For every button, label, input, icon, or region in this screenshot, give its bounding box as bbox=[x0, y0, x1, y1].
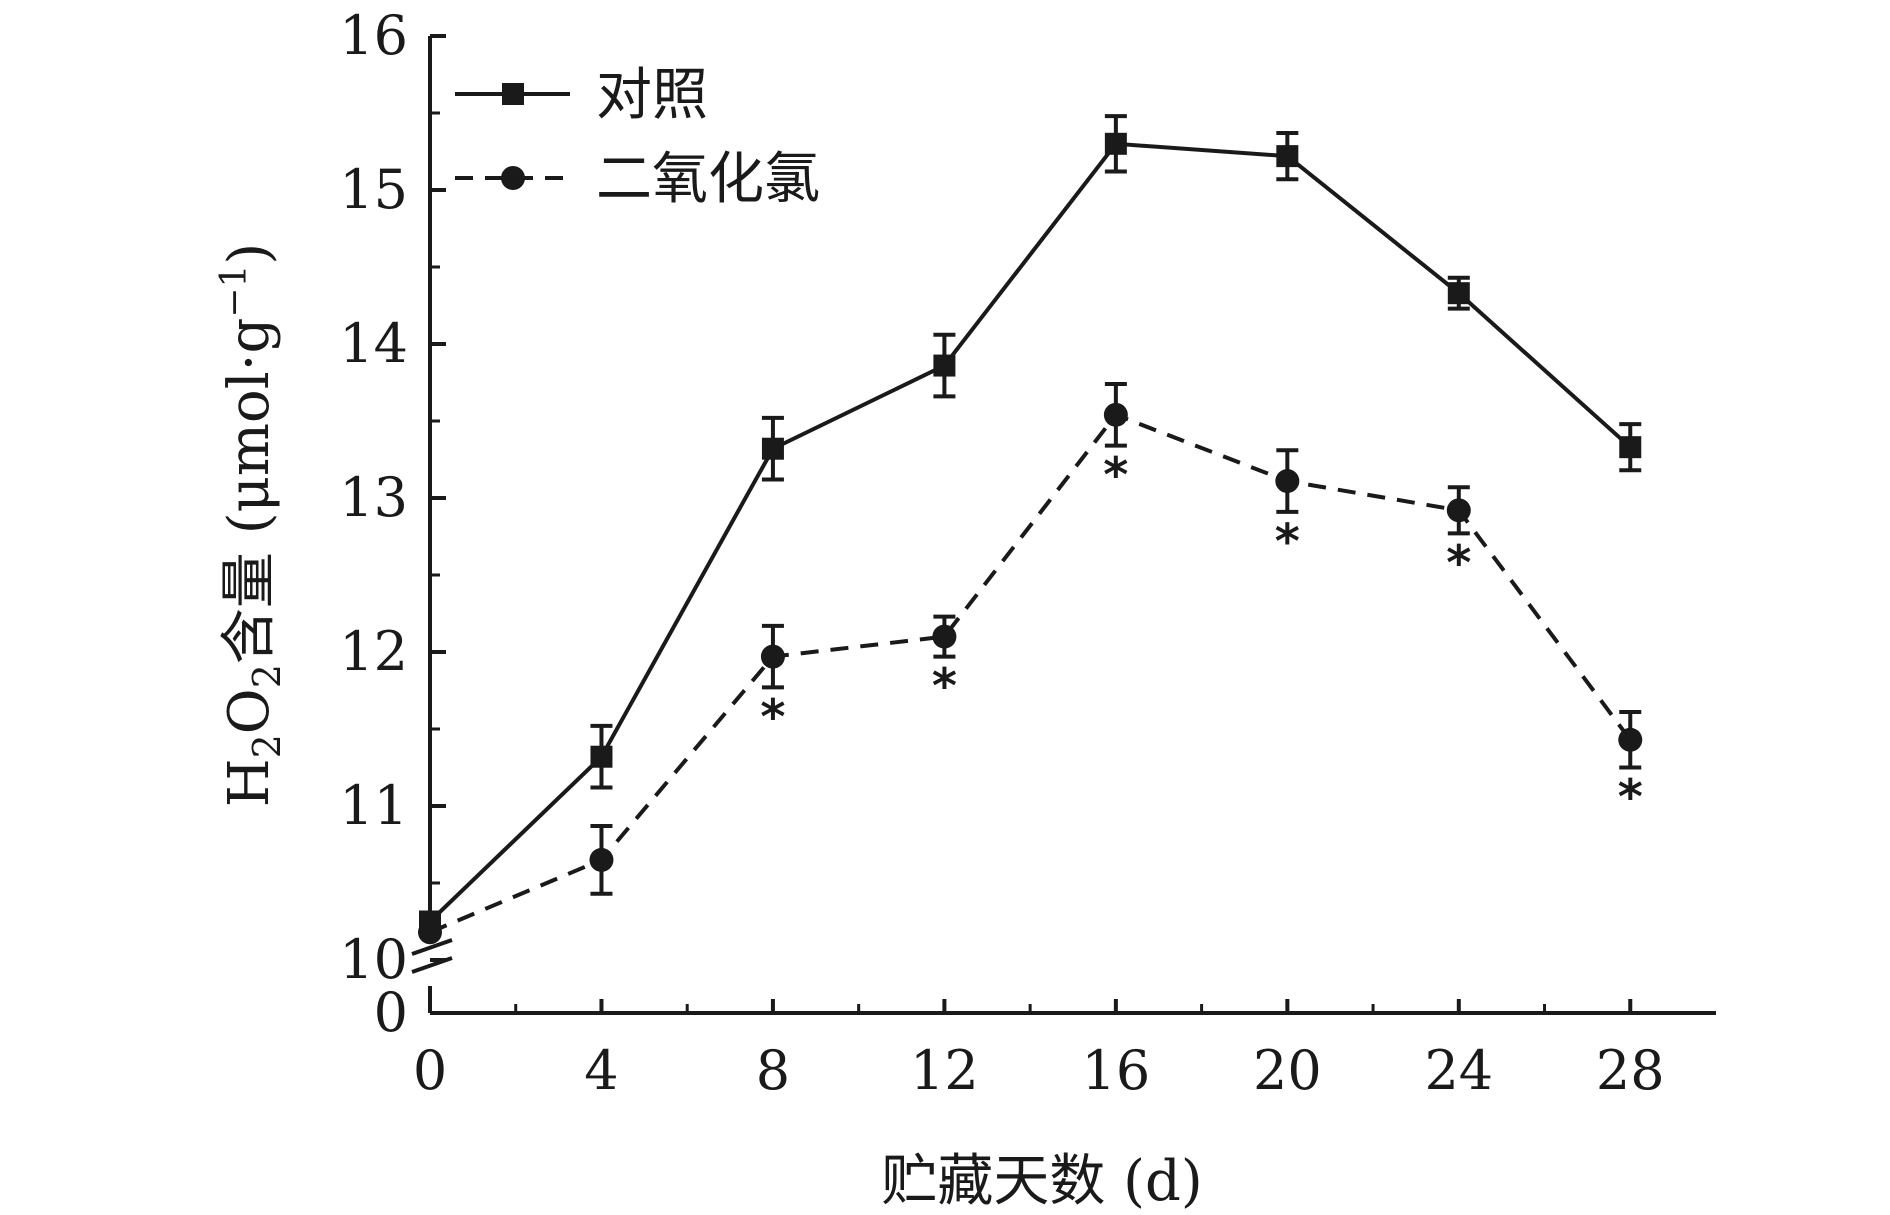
data-point bbox=[1103, 402, 1128, 427]
series-line bbox=[429, 412, 1632, 935]
y-tick-label: 15 bbox=[339, 158, 408, 221]
x-axis-label: 贮藏天数 (d) bbox=[881, 1149, 1202, 1214]
x-tick-label: 12 bbox=[910, 1039, 979, 1102]
axes: 10 11 12 13 14 15 16 00 4 8 12 16 20 24 28 bbox=[339, 4, 1716, 1102]
data-point bbox=[1618, 727, 1643, 752]
data-point bbox=[1446, 498, 1471, 523]
x-tick-label: 4 bbox=[584, 1039, 618, 1102]
data-point bbox=[932, 624, 957, 649]
legend-entry: 对照 bbox=[455, 63, 708, 128]
data-point bbox=[1104, 132, 1127, 155]
data-point bbox=[933, 354, 956, 377]
series-1 bbox=[419, 114, 1642, 933]
x-tick-label: 24 bbox=[1424, 1039, 1493, 1102]
series-2: * * * * * * bbox=[418, 382, 1643, 945]
data-point bbox=[1447, 282, 1470, 305]
data-point bbox=[761, 437, 784, 460]
x-tick-label: 0 bbox=[413, 1039, 447, 1102]
legend-marker-square bbox=[502, 83, 524, 105]
y-tick-label: 10 bbox=[339, 928, 408, 991]
x-tick-label: 28 bbox=[1596, 1039, 1665, 1102]
significance-mark: * bbox=[760, 689, 785, 745]
significance-mark: * bbox=[1618, 770, 1643, 826]
y-tick-label: 11 bbox=[339, 774, 408, 837]
y-axis-label: H2O2含量 (μmol·g−1) bbox=[214, 243, 289, 808]
y-tick-label: 14 bbox=[339, 312, 408, 375]
significance-mark: * bbox=[1103, 448, 1128, 504]
data-point bbox=[589, 847, 614, 872]
legend-label: 对照 bbox=[596, 63, 708, 128]
x-tick-label: 8 bbox=[756, 1039, 790, 1102]
x-tick-label: 16 bbox=[1082, 1039, 1151, 1102]
series-layer: * * * * * * bbox=[418, 114, 1643, 945]
series-line bbox=[428, 141, 1632, 923]
x-tick-label: 20 bbox=[1253, 1039, 1322, 1102]
legend-label: 二氧化氯 bbox=[596, 147, 820, 212]
y-tick-label: 16 bbox=[339, 4, 408, 67]
data-point bbox=[1275, 469, 1300, 494]
y-zero-label: 0 bbox=[374, 981, 408, 1044]
significance-mark: * bbox=[1275, 514, 1300, 570]
data-point bbox=[760, 644, 785, 669]
y-axis-break-mark bbox=[411, 938, 453, 956]
data-point bbox=[1619, 436, 1642, 459]
y-tick-label: 12 bbox=[339, 620, 408, 683]
data-point bbox=[590, 745, 613, 768]
data-point bbox=[418, 920, 442, 945]
legend-entry: 二氧化氯 bbox=[455, 147, 820, 212]
significance-mark: * bbox=[1446, 535, 1471, 591]
y-tick-label: 13 bbox=[339, 466, 408, 529]
legend-marker-circle bbox=[501, 166, 525, 190]
data-point bbox=[1276, 145, 1299, 168]
significance-mark: * bbox=[932, 659, 957, 715]
